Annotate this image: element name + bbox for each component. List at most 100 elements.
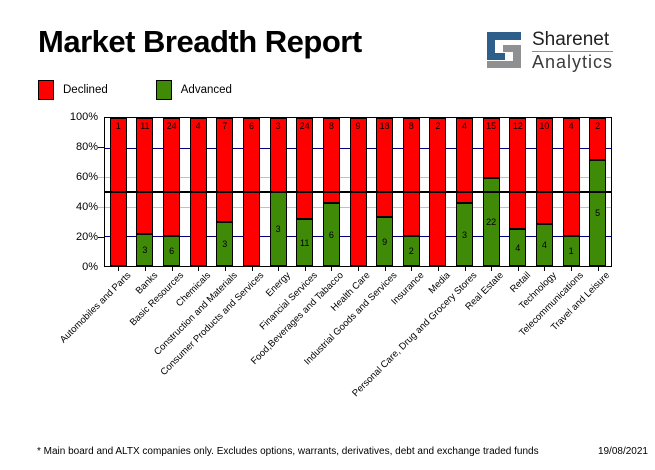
advanced-segment: 1 <box>562 236 580 266</box>
advanced-segment: 4 <box>535 224 553 266</box>
declined-value: 24 <box>166 121 177 131</box>
x-tick <box>571 267 573 271</box>
y-tick <box>98 177 104 178</box>
x-tick <box>437 267 439 271</box>
y-tick <box>98 207 104 208</box>
advanced-value: 4 <box>541 240 547 250</box>
declined-value: 6 <box>248 121 254 131</box>
declined-segment: 2 <box>589 118 607 160</box>
advanced-value: 9 <box>382 236 388 247</box>
logo-line-analytics: Analytics <box>532 52 614 72</box>
advanced-value: 6 <box>169 246 175 256</box>
bar-real-estate: 15 22 <box>482 118 500 266</box>
legend-item-advanced: Advanced <box>155 80 232 100</box>
x-tick <box>144 267 146 271</box>
declined-segment: 10 <box>535 118 553 224</box>
x-tick <box>411 267 413 271</box>
advanced-segment: 6 <box>163 236 181 266</box>
x-tick <box>118 267 120 271</box>
declined-segment: 3 <box>269 118 287 192</box>
declined-segment: 8 <box>402 118 420 236</box>
x-tick <box>384 267 386 271</box>
advanced-segment: 11 <box>296 219 314 266</box>
declined-segment: 8 <box>322 118 340 203</box>
declined-segment: 12 <box>509 118 527 229</box>
declined-label: Declined <box>63 84 108 96</box>
declined-value: 1 <box>115 121 121 131</box>
x-tick <box>597 267 599 271</box>
declined-value: 12 <box>512 121 523 131</box>
sharenet-logo-icon <box>487 32 521 68</box>
x-tick <box>198 267 200 271</box>
declined-segment: 24 <box>296 118 314 219</box>
x-tick <box>517 267 519 271</box>
declined-value: 4 <box>568 121 574 131</box>
x-tick <box>171 267 173 271</box>
advanced-segment: 22 <box>482 178 500 266</box>
advanced-segment: 3 <box>269 192 287 266</box>
declined-value: 11 <box>140 121 150 131</box>
legend: Declined Advanced <box>38 80 280 100</box>
x-label: Automobiles and Parts <box>57 270 134 346</box>
advanced-segment: 5 <box>589 160 607 266</box>
declined-segment: 11 <box>136 118 154 234</box>
x-tick <box>491 267 493 271</box>
advanced-segment: 2 <box>402 236 420 266</box>
declined-swatch-icon <box>38 80 54 100</box>
x-tick <box>331 267 333 271</box>
declined-value: 8 <box>408 121 414 131</box>
declined-value: 2 <box>435 121 441 131</box>
report-date: 19/08/2021 <box>597 446 648 457</box>
footnote: * Main board and ALTX companies only. Ex… <box>37 446 539 457</box>
advanced-segment: 3 <box>456 203 473 266</box>
bar-basic-resources: 24 6 <box>163 118 181 266</box>
advanced-value: 6 <box>328 229 334 240</box>
advanced-segment: 3 <box>136 234 154 266</box>
advanced-segment: 3 <box>216 222 234 266</box>
x-tick <box>358 267 359 271</box>
sharenet-logo: Sharenet Analytics <box>484 29 614 73</box>
y-label: 20% <box>75 231 98 243</box>
bar-technology: 10 4 <box>535 118 553 266</box>
declined-value: 15 <box>486 121 497 131</box>
advanced-swatch-icon <box>155 80 172 100</box>
x-tick <box>304 267 306 271</box>
advanced-value: 11 <box>300 237 310 248</box>
advanced-segment: 6 <box>322 203 340 266</box>
advanced-value: 3 <box>142 245 148 255</box>
declined-value: 10 <box>539 121 550 131</box>
declined-value: 2 <box>595 121 601 131</box>
declined-value: 4 <box>461 121 467 131</box>
advanced-segment: 4 <box>509 229 527 266</box>
sharenet-logo-text: Sharenet Analytics <box>532 29 614 73</box>
x-tick <box>464 267 466 271</box>
declined-value: 18 <box>379 121 390 131</box>
advanced-value: 2 <box>408 246 414 256</box>
x-tick <box>251 267 253 271</box>
declined-value: 4 <box>195 121 201 131</box>
y-tick <box>98 237 104 238</box>
logo-line-sharenet: Sharenet <box>532 29 614 52</box>
x-tick <box>278 267 280 271</box>
declined-segment: 4 <box>456 118 473 203</box>
legend-item-declined: Declined <box>38 80 108 100</box>
declined-value: 9 <box>355 121 361 131</box>
page-title: Market Breadth Report <box>38 24 362 59</box>
y-tick <box>98 147 104 148</box>
declined-segment: 15 <box>482 118 500 178</box>
x-tick <box>544 267 546 271</box>
bar-banks: 11 3 <box>136 118 154 266</box>
declined-segment: 24 <box>163 118 181 236</box>
advanced-value: 3 <box>222 239 228 249</box>
advanced-value: 3 <box>275 224 281 234</box>
declined-segment: 7 <box>216 118 234 222</box>
advanced-value: 22 <box>486 217 497 227</box>
